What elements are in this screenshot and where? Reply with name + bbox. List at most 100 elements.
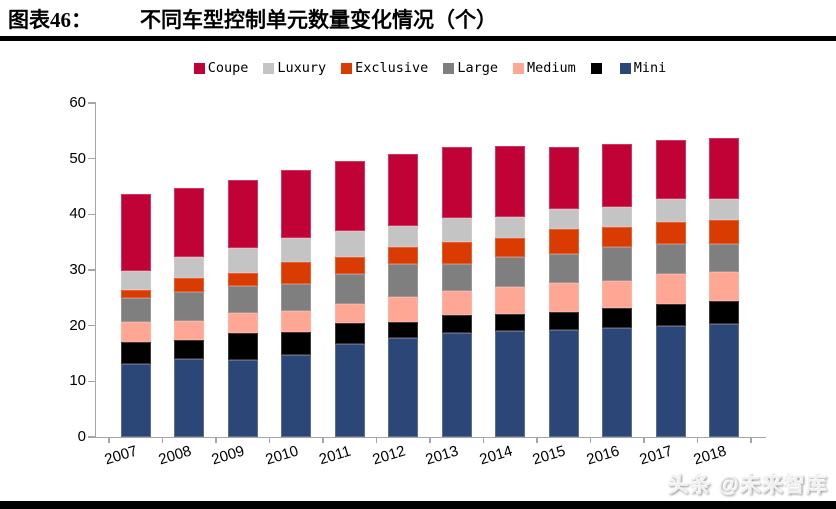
bar-segment-Medium-2011 [334, 303, 365, 324]
bar-segment-Mini-2010 [281, 355, 312, 437]
x-axis-tick [536, 437, 538, 443]
bar-segment-Exclusive-2013 [441, 241, 472, 264]
bar-segment-Large-2008 [174, 292, 205, 321]
bar-segment-Luxury-2016 [602, 206, 633, 227]
bar-segment-Mini-2013 [441, 333, 472, 437]
x-axis-tick [375, 437, 378, 443]
bar-segment-Exclusive-2018 [709, 220, 740, 244]
bar-segment-Medium-2017 [655, 273, 686, 304]
bar-segment-Luxury-2011 [334, 231, 365, 257]
x-axis-tick [750, 437, 752, 443]
legend-item-label: Mini [633, 60, 667, 76]
bar-segment-Mini-2009 [227, 359, 258, 437]
bar-segment-Coupe-2014 [495, 146, 526, 217]
x-axis-label-2010: 2010 [263, 442, 300, 469]
y-axis-tick-label: 10 [69, 372, 86, 390]
bar-segment-Large-2009 [227, 286, 258, 314]
bar-segment-Large-2007 [120, 298, 151, 323]
legend-item-label: Coupe [207, 60, 249, 76]
bar-segment-Medium-2012 [388, 296, 419, 323]
bar-segment-Medium-2008 [174, 320, 205, 341]
bar-segment-unlabeled-2007 [120, 342, 151, 364]
x-axis-tick [589, 437, 592, 443]
x-axis-label-2012: 2012 [370, 442, 407, 469]
bar-segment-Coupe-2015 [548, 147, 579, 209]
x-axis-label-2007: 2007 [102, 442, 140, 469]
bar-segment-Exclusive-2017 [655, 222, 686, 244]
y-axis-tick [88, 102, 96, 104]
x-axis-tick [268, 437, 271, 443]
bar-segment-Large-2013 [441, 263, 472, 292]
footer-divider [0, 501, 836, 509]
x-axis-tick [696, 437, 699, 443]
bar-segment-unlabeled-2009 [227, 333, 258, 360]
bar-segment-Coupe-2011 [334, 161, 365, 232]
bar-2011 [334, 103, 365, 437]
bar-2016 [602, 103, 633, 437]
bar-segment-Exclusive-2016 [602, 226, 633, 247]
bar-2018 [709, 103, 740, 437]
legend-item-Exclusive: Exclusive [341, 60, 428, 76]
bar-segment-Luxury-2015 [548, 208, 579, 229]
plot-area: 0 10 20 30 40 50 60 2007 2008 2009 2010 2011 2012 201… [69, 94, 766, 469]
legend-item-label: Medium [526, 60, 576, 76]
bar-segment-Mini-2016 [602, 328, 633, 437]
legend-item-Luxury: Luxury [263, 60, 326, 76]
x-axis-tick [161, 437, 164, 443]
legend-item-label: Large [457, 60, 498, 76]
bar-segment-Coupe-2018 [709, 137, 740, 199]
bar-segment-unlabeled-2015 [548, 312, 579, 330]
bar-segment-Exclusive-2015 [548, 228, 579, 255]
bar-segment-Luxury-2018 [709, 198, 740, 221]
bar-2008 [174, 103, 205, 437]
bar-segment-Mini-2015 [548, 329, 579, 437]
bar-segment-Coupe-2016 [602, 144, 633, 207]
bar-segment-Luxury-2009 [227, 248, 258, 274]
y-axis-tick [88, 324, 96, 327]
bar-segment-Luxury-2014 [495, 216, 526, 239]
bar-segment-unlabeled-2017 [655, 303, 686, 327]
bar-segment-unlabeled-2010 [281, 332, 312, 356]
bar-2014 [495, 103, 526, 437]
bar-segment-Mini-2014 [495, 330, 526, 437]
legend-item-label: Exclusive [355, 60, 429, 76]
bar-segment-Exclusive-2009 [227, 273, 258, 287]
x-axis-label-2011: 2011 [317, 442, 353, 469]
bar-segment-Medium-2015 [548, 283, 579, 313]
bar-segment-Large-2011 [334, 273, 365, 304]
x-axis-label-2017: 2017 [637, 442, 675, 469]
legend-item-Mini: Mini [619, 60, 667, 76]
legend-item-label: Luxury [277, 60, 327, 76]
bar-segment-Medium-2013 [441, 291, 472, 316]
bar-segment-Large-2012 [388, 264, 419, 297]
bar-2015 [548, 103, 579, 437]
bar-2012 [388, 103, 419, 437]
bar-segment-Coupe-2017 [655, 139, 686, 200]
bar-2017 [655, 103, 686, 437]
x-axis-label-2014: 2014 [477, 442, 514, 469]
y-axis-tick [88, 157, 96, 160]
x-axis-label-2018: 2018 [691, 442, 728, 469]
bar-2007 [120, 103, 151, 437]
x-axis-tick [482, 437, 485, 443]
y-axis-tick [88, 269, 96, 271]
y-axis-tick-label: 60 [69, 94, 86, 111]
y-axis-tick-label: 40 [69, 205, 86, 223]
bar-segment-Coupe-2007 [120, 193, 151, 271]
bar-segment-Medium-2018 [709, 271, 740, 301]
bar-segment-Large-2016 [602, 246, 633, 281]
legend-item-Medium: Medium [512, 60, 576, 76]
bar-segment-Large-2010 [281, 283, 312, 312]
x-axis-label-2016: 2016 [584, 442, 621, 469]
bar-segment-unlabeled-2011 [334, 323, 365, 345]
bar-segment-Mini-2007 [120, 363, 151, 437]
bar-segment-Luxury-2012 [388, 226, 419, 247]
bar-segment-Large-2017 [655, 243, 686, 274]
bar-segment-Medium-2014 [495, 287, 526, 314]
bar-segment-Medium-2007 [120, 322, 151, 343]
bar-segment-Medium-2010 [281, 311, 312, 333]
watermark: 头条 @未来智库 [667, 474, 828, 497]
x-axis-label-2009: 2009 [209, 442, 247, 469]
bar-segment-Large-2014 [495, 256, 526, 288]
